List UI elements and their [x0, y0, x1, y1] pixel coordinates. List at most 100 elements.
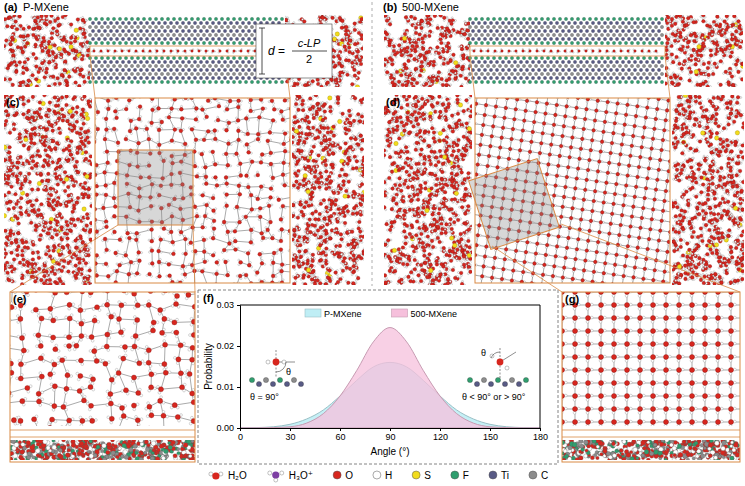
hydrogen-atom	[16, 15, 18, 17]
oxygen-atom	[64, 13, 68, 17]
hydrogen-atom	[336, 87, 338, 89]
hydrogen-atom	[4, 67, 6, 69]
hydrogen-atom	[301, 84, 303, 86]
oxygen-atom	[47, 85, 51, 89]
hydrogen-atom	[70, 39, 72, 41]
oxygen-atom	[76, 18, 80, 22]
oxygen-atom	[38, 26, 42, 30]
oxygen-atom	[45, 67, 49, 71]
hydrogen-atom	[338, 87, 340, 89]
oxygen-atom	[3, 77, 7, 81]
oxygen-atom	[81, 75, 85, 79]
oxygen-atom	[316, 82, 320, 86]
oxygen-atom	[32, 27, 36, 31]
hydrogen-atom	[18, 12, 20, 14]
oxygen-atom	[10, 61, 14, 65]
oxygen-atom	[351, 82, 355, 86]
hydrogen-atom	[351, 86, 353, 88]
hydrogen-atom	[27, 37, 29, 39]
hydrogen-atom	[41, 28, 43, 30]
hydrogen-atom	[77, 73, 79, 75]
hydrogen-atom	[54, 61, 56, 63]
hydrogen-atom	[54, 54, 56, 56]
oxygen-atom	[82, 32, 86, 36]
oxygen-atom	[14, 70, 18, 74]
hydrogen-atom	[38, 65, 40, 67]
hydrogen-atom	[346, 57, 348, 59]
oxygen-atom	[31, 73, 35, 77]
oxygen-atom	[292, 85, 296, 89]
oxygen-atom	[45, 71, 49, 75]
hydrogen-atom	[323, 12, 325, 14]
hydrogen-atom	[38, 37, 40, 39]
oxygen-atom	[58, 23, 62, 27]
oxygen-atom	[73, 70, 77, 74]
oxygen-atom	[9, 42, 13, 46]
sulfur-atom	[335, 32, 339, 36]
oxygen-atom	[83, 80, 87, 84]
oxygen-atom	[340, 26, 344, 30]
oxygen-atom	[348, 50, 352, 54]
hydrogen-atom	[26, 87, 28, 89]
hydrogen-atom	[80, 66, 82, 68]
oxygen-atom	[34, 19, 38, 23]
oxygen-atom	[8, 16, 12, 20]
oxygen-atom	[26, 34, 30, 38]
hydrogen-atom	[42, 68, 44, 70]
hydrogen-atom	[48, 37, 50, 39]
hydrogen-atom	[82, 44, 84, 46]
hydrogen-atom	[4, 48, 6, 50]
hydrogen-atom	[284, 81, 286, 83]
sulfur-atom	[48, 45, 52, 49]
oxygen-atom	[38, 67, 42, 71]
oxygen-atom	[40, 15, 44, 19]
hydrogen-atom	[55, 86, 57, 88]
hydrogen-atom	[349, 54, 351, 56]
hydrogen-atom	[31, 72, 33, 74]
hydrogen-atom	[6, 42, 8, 44]
hydrogen-atom	[9, 51, 11, 53]
oxygen-atom	[326, 81, 330, 85]
sulfur-atom	[355, 85, 359, 89]
oxygen-atom	[67, 52, 71, 56]
sulfur-atom	[57, 47, 61, 51]
oxygen-atom	[65, 84, 69, 88]
hydrogen-atom	[348, 62, 350, 64]
hydrogen-atom	[12, 34, 14, 36]
oxygen-atom	[32, 33, 36, 37]
oxygen-atom	[69, 41, 73, 45]
hydrogen-atom	[57, 15, 59, 17]
hydrogen-atom	[84, 58, 86, 60]
hydrogen-atom	[64, 84, 66, 86]
hydrogen-atom	[22, 84, 24, 86]
hydrogen-atom	[60, 77, 62, 79]
hydrogen-atom	[24, 43, 26, 45]
hydrogen-atom	[9, 37, 11, 39]
oxygen-atom	[11, 83, 15, 87]
oxygen-atom	[353, 74, 357, 78]
oxygen-atom	[22, 71, 26, 75]
hydrogen-atom	[70, 26, 72, 28]
oxygen-atom	[52, 27, 56, 31]
oxygen-atom	[74, 49, 78, 53]
hydrogen-atom	[354, 61, 356, 63]
hydrogen-atom	[82, 26, 84, 28]
hydrogen-atom	[7, 70, 9, 72]
hydrogen-atom	[46, 39, 48, 41]
hydrogen-atom	[48, 64, 50, 66]
hydrogen-atom	[29, 69, 31, 71]
oxygen-atom	[87, 76, 91, 80]
hydrogen-atom	[66, 87, 68, 89]
water-slab	[1, 12, 93, 90]
oxygen-atom	[68, 75, 72, 79]
hydrogen-atom	[58, 55, 60, 57]
hydrogen-atom	[352, 40, 354, 42]
hydrogen-atom	[305, 82, 307, 84]
oxygen-atom	[303, 83, 307, 87]
oxygen-atom	[43, 21, 47, 25]
hydrogen-atom	[50, 24, 52, 26]
oxygen-atom	[78, 73, 82, 77]
hydrogen-atom	[357, 29, 359, 31]
sulfur-atom	[74, 28, 78, 32]
hydrogen-atom	[78, 50, 80, 52]
